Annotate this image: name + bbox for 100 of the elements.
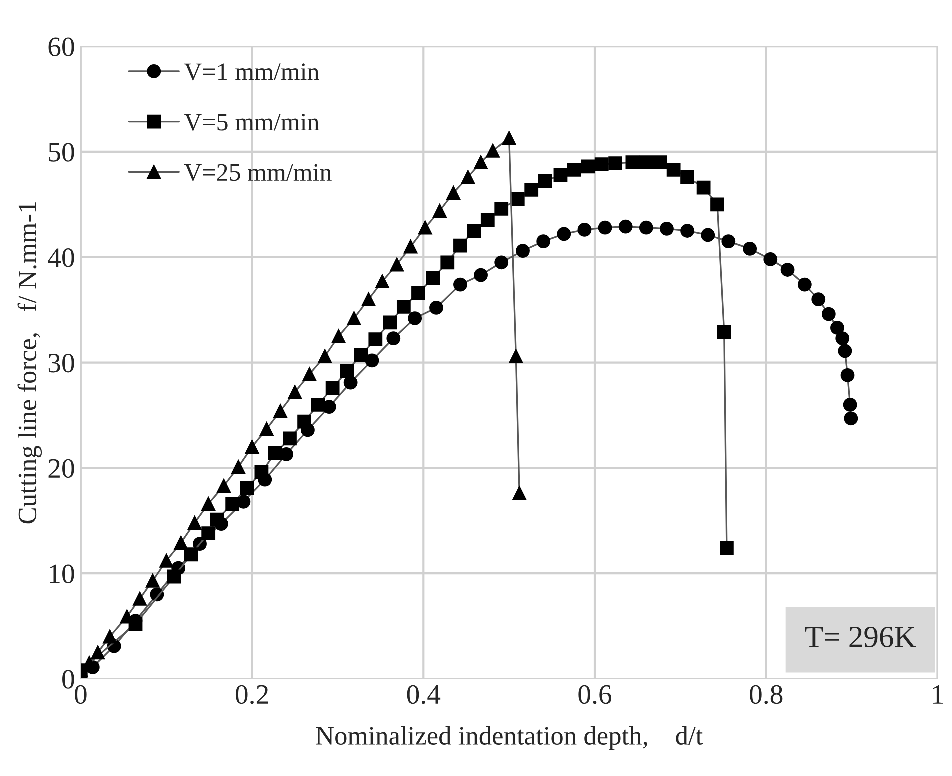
point (618, 220, 633, 234)
point (298, 414, 312, 429)
point (210, 512, 224, 527)
point (202, 497, 216, 511)
legend-label: V=25 mm/min (184, 164, 332, 182)
point (660, 222, 674, 236)
point (167, 570, 182, 584)
point (202, 526, 216, 540)
point (467, 224, 482, 238)
point (822, 307, 836, 322)
point (557, 227, 572, 242)
point (554, 168, 568, 182)
point (260, 422, 274, 436)
point (174, 536, 188, 550)
point (840, 368, 855, 382)
x-tick-label: 0.6 (578, 685, 612, 704)
point (536, 234, 551, 249)
y-tick-label: 40 (48, 248, 74, 268)
point (440, 256, 455, 270)
point (283, 432, 297, 446)
point (509, 350, 524, 364)
y-tick-label: 10 (50, 564, 74, 584)
point (717, 325, 732, 340)
point (680, 170, 694, 184)
legend-label: V=1 mm/min (184, 64, 320, 81)
x-tick-label: 0.8 (750, 685, 783, 704)
point (311, 398, 326, 412)
point (160, 554, 174, 568)
point (426, 272, 440, 286)
x-tick-label: 1 (933, 685, 943, 704)
point (474, 156, 488, 170)
x-tick-label: 0.2 (236, 685, 268, 704)
point (710, 198, 724, 212)
point (344, 376, 358, 390)
point (133, 592, 147, 606)
point (639, 156, 654, 170)
point (362, 292, 376, 306)
point (146, 574, 160, 588)
point (486, 144, 500, 158)
point (639, 220, 654, 235)
y-tick-label: 60 (48, 38, 74, 56)
point (430, 301, 444, 315)
point (383, 316, 398, 330)
point (326, 381, 340, 396)
point (461, 170, 476, 184)
point (780, 263, 795, 277)
point (598, 220, 612, 235)
point (226, 497, 240, 511)
point (701, 228, 716, 242)
y-axis-title: Cutting line force, f/ N.mm-1 (18, 202, 42, 524)
point (454, 238, 468, 253)
point (91, 646, 105, 660)
point (830, 321, 844, 335)
point (188, 516, 202, 530)
point (608, 156, 623, 171)
legend-label: V=5 mm/min (184, 114, 320, 131)
point (332, 329, 346, 344)
point (764, 252, 778, 266)
point (347, 312, 362, 326)
point (446, 186, 461, 200)
point (474, 268, 488, 282)
point (254, 465, 269, 480)
point (386, 332, 401, 346)
point (376, 274, 390, 289)
point (418, 220, 432, 235)
point (302, 367, 317, 382)
point (340, 364, 354, 378)
point (524, 182, 539, 197)
point (494, 256, 509, 270)
y-tick-label: 20 (48, 459, 74, 478)
point (268, 446, 282, 460)
point (581, 160, 596, 174)
point (368, 332, 383, 347)
x-tick-label: 0.4 (407, 685, 441, 704)
point (720, 541, 734, 556)
y-tick-label: 0 (62, 670, 74, 689)
point (480, 214, 495, 228)
x-axis-title: Nominalized indentation depth, d/t (316, 726, 704, 750)
point (408, 312, 422, 326)
point (798, 278, 812, 292)
point (103, 630, 117, 644)
point (494, 202, 509, 216)
point (396, 300, 411, 314)
annotation: T= 296K (805, 626, 916, 648)
point (538, 174, 552, 188)
point (217, 479, 231, 494)
point (516, 244, 530, 258)
point (318, 350, 332, 364)
point (653, 156, 668, 170)
point (844, 412, 858, 426)
point (626, 156, 640, 170)
point (502, 131, 516, 146)
point (696, 180, 711, 195)
point (365, 354, 380, 368)
point (412, 286, 426, 300)
point (567, 162, 582, 177)
point (454, 278, 468, 292)
point (232, 460, 246, 474)
y-tick-label: 30 (48, 354, 74, 373)
point (722, 234, 736, 249)
